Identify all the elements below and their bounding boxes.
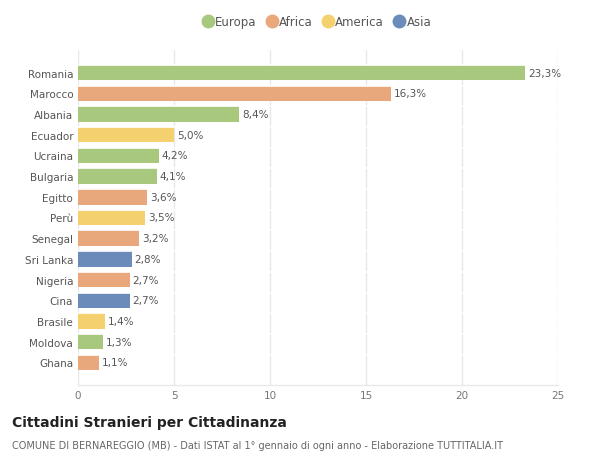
Text: 1,4%: 1,4% xyxy=(108,316,134,326)
Bar xyxy=(78,128,174,143)
Text: Cittadini Stranieri per Cittadinanza: Cittadini Stranieri per Cittadinanza xyxy=(12,415,287,429)
Text: 2,8%: 2,8% xyxy=(134,254,161,264)
Bar xyxy=(78,355,99,370)
Bar xyxy=(78,107,239,123)
Bar xyxy=(78,210,145,226)
Bar xyxy=(78,86,391,102)
Bar xyxy=(78,293,130,308)
Bar xyxy=(78,148,158,164)
Text: 2,7%: 2,7% xyxy=(133,275,159,285)
Text: 1,3%: 1,3% xyxy=(106,337,133,347)
Text: 4,2%: 4,2% xyxy=(161,151,188,161)
Text: 16,3%: 16,3% xyxy=(394,89,427,99)
Text: 3,5%: 3,5% xyxy=(148,213,175,223)
Text: 3,2%: 3,2% xyxy=(142,234,169,244)
Text: 5,0%: 5,0% xyxy=(177,130,203,140)
Text: 3,6%: 3,6% xyxy=(150,192,176,202)
Text: 1,1%: 1,1% xyxy=(102,358,128,368)
Bar xyxy=(78,169,157,185)
Bar xyxy=(78,272,130,288)
Bar xyxy=(78,231,139,246)
Bar xyxy=(78,313,105,329)
Text: 4,1%: 4,1% xyxy=(160,172,186,182)
Text: 2,7%: 2,7% xyxy=(133,296,159,306)
Bar xyxy=(78,66,526,81)
Text: COMUNE DI BERNAREGGIO (MB) - Dati ISTAT al 1° gennaio di ogni anno - Elaborazion: COMUNE DI BERNAREGGIO (MB) - Dati ISTAT … xyxy=(12,440,503,450)
Bar xyxy=(78,252,132,267)
Bar xyxy=(78,334,103,350)
Text: 23,3%: 23,3% xyxy=(528,68,562,78)
Legend: Europa, Africa, America, Asia: Europa, Africa, America, Asia xyxy=(205,16,431,29)
Text: 8,4%: 8,4% xyxy=(242,110,269,120)
Bar xyxy=(78,190,147,205)
